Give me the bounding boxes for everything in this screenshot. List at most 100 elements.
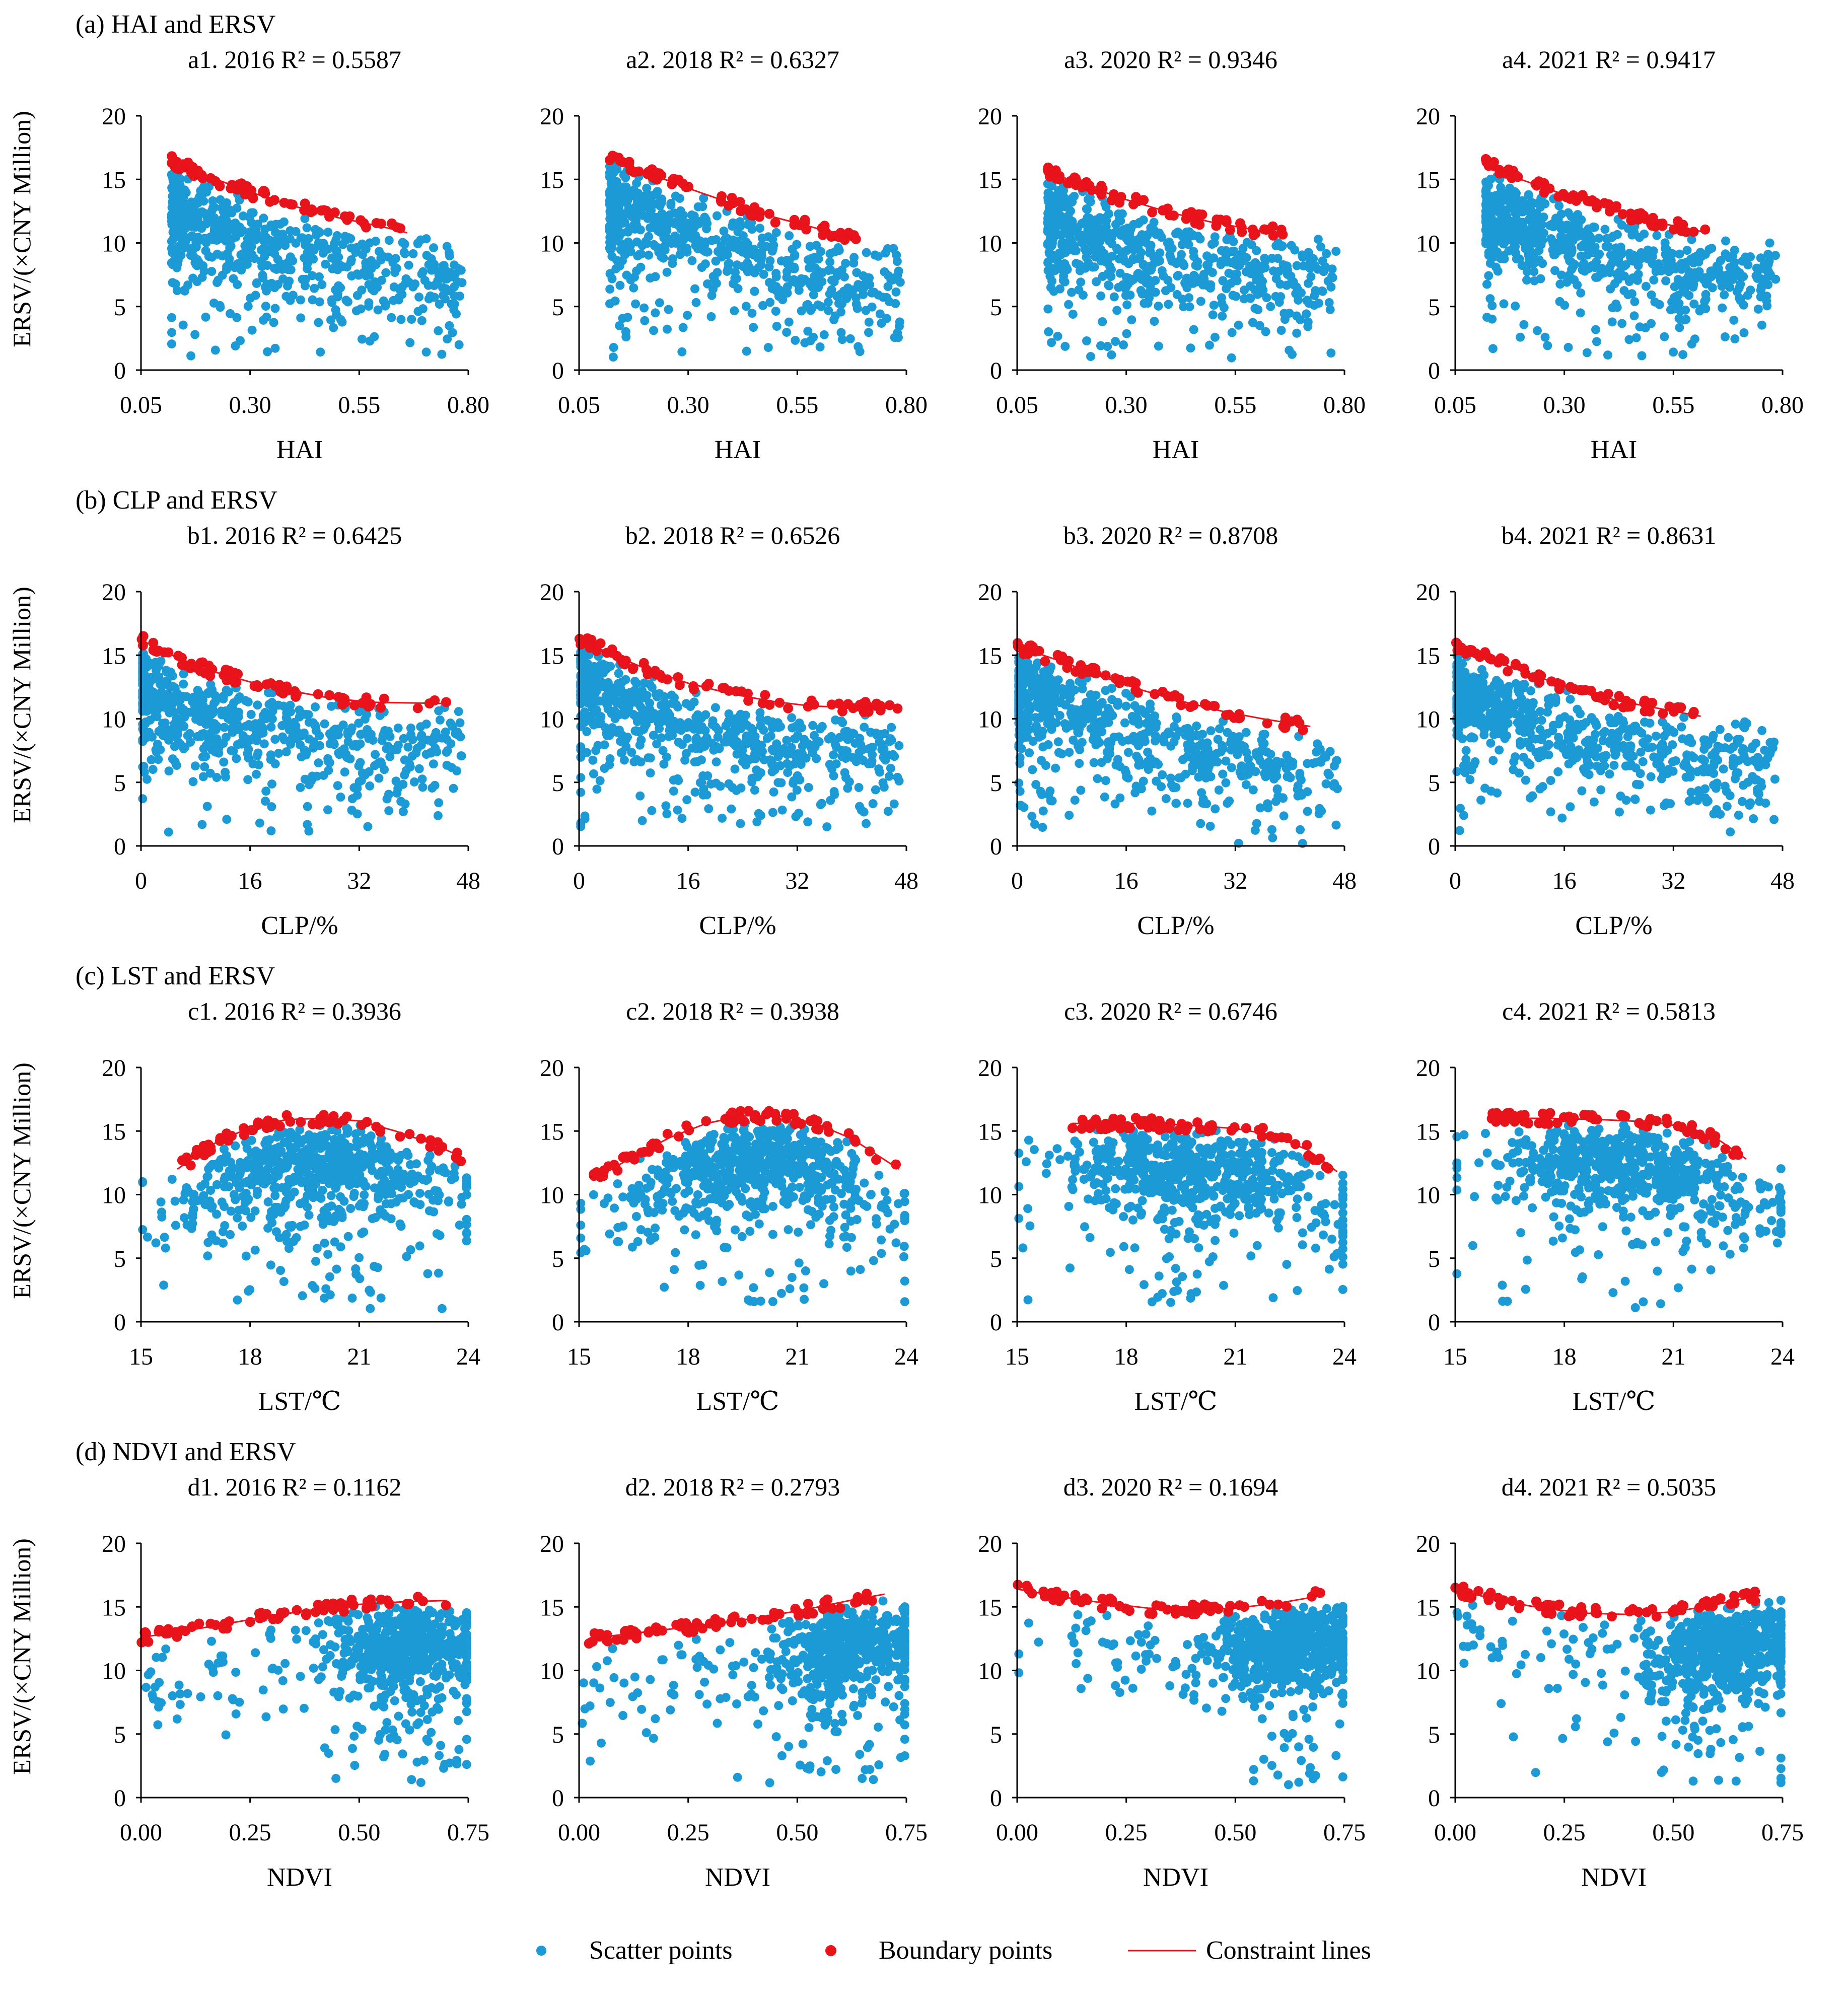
- scatter-point: [1550, 250, 1559, 259]
- scatter-point: [1037, 683, 1046, 692]
- scatter-point: [1093, 774, 1102, 783]
- scatter-point: [606, 269, 615, 278]
- scatter-point: [143, 775, 152, 784]
- scatter-point: [1158, 770, 1167, 779]
- x-tick-label: 0.80: [885, 392, 928, 418]
- scatter-point: [337, 746, 346, 755]
- scatter-point: [739, 753, 748, 762]
- y-tick-label: 10: [540, 706, 564, 733]
- scatter-point: [331, 725, 340, 734]
- scatter-point: [1330, 779, 1339, 788]
- scatter-point: [1124, 748, 1133, 757]
- scatter-point: [646, 273, 655, 282]
- scatter-point: [621, 332, 630, 341]
- scatter-point: [1326, 348, 1335, 358]
- scatter-point: [1294, 781, 1303, 791]
- scatter-point: [180, 743, 189, 752]
- scatter-point: [722, 246, 731, 255]
- boundary-point: [291, 692, 301, 702]
- scatter-point: [1720, 291, 1729, 300]
- scatter-point: [1054, 675, 1063, 684]
- scatter-point: [239, 211, 248, 221]
- scatter-point: [1721, 237, 1730, 246]
- scatter-point: [789, 778, 798, 788]
- scatter-point: [405, 338, 414, 347]
- scatter-point: [304, 234, 313, 243]
- scatter-point: [669, 775, 678, 784]
- scatter-point: [835, 246, 844, 255]
- scatter-point: [711, 723, 720, 732]
- scatter-point: [365, 781, 374, 791]
- scatter-point: [843, 735, 852, 744]
- scatter-point: [706, 779, 716, 789]
- y-tick-label: 5: [114, 770, 126, 797]
- scatter-point: [861, 273, 870, 282]
- scatter-point: [702, 248, 712, 257]
- scatter-point: [1028, 765, 1037, 774]
- scatter-point: [296, 296, 305, 305]
- scatter-point: [887, 723, 896, 732]
- scatter-point: [1746, 285, 1755, 295]
- scatter-point: [1667, 298, 1676, 307]
- scatter-point: [450, 260, 459, 269]
- scatter-point: [1160, 731, 1169, 740]
- scatter-point: [703, 279, 712, 289]
- scatter-point: [171, 757, 180, 766]
- scatter-point: [418, 774, 427, 783]
- scatter-point: [138, 762, 147, 771]
- scatter-point: [647, 806, 656, 815]
- scatter-point: [1234, 321, 1243, 330]
- scatter-point: [250, 732, 259, 741]
- scatter-point: [682, 699, 691, 708]
- scatter-point: [1623, 290, 1632, 299]
- scatter-point: [1660, 332, 1669, 341]
- scatter-point: [251, 291, 260, 300]
- scatter-point: [816, 725, 825, 734]
- scatter-point: [1500, 254, 1509, 263]
- scatter-point: [326, 315, 335, 324]
- scatter-point: [1528, 221, 1537, 230]
- scatter-point: [870, 288, 879, 297]
- scatter-point: [1228, 270, 1237, 279]
- panel-title: a1. 2016 R² = 0.5587: [188, 45, 401, 74]
- scatter-point: [1315, 804, 1324, 813]
- scatter-point: [646, 223, 655, 232]
- scatter-point: [768, 724, 777, 733]
- scatter-point: [826, 796, 835, 805]
- scatter-point: [1030, 820, 1039, 829]
- scatter-point: [320, 720, 329, 729]
- scatter-point: [619, 191, 628, 200]
- x-axis-label: CLP/%: [699, 911, 776, 940]
- scatter-point: [1246, 281, 1255, 291]
- scatter-point: [748, 225, 757, 234]
- scatter-point: [1165, 238, 1174, 247]
- scatter-point: [1713, 261, 1722, 270]
- scatter-point: [648, 683, 657, 692]
- scatter-point: [1294, 792, 1303, 801]
- scatter-point: [702, 219, 712, 228]
- scatter-point: [1661, 276, 1670, 285]
- scatter-point: [429, 243, 438, 252]
- scatter-point: [271, 759, 280, 768]
- scatter-point: [644, 251, 653, 260]
- scatter-point: [896, 278, 905, 287]
- boundary-point: [783, 703, 793, 713]
- scatter-point: [185, 222, 194, 231]
- scatter-point: [642, 237, 651, 246]
- scatter-points: [576, 647, 903, 832]
- scatter-point: [254, 231, 263, 240]
- scatter-point: [609, 352, 618, 362]
- scatter-point: [1765, 239, 1774, 248]
- scatter-point: [422, 347, 431, 356]
- scatter-point: [666, 199, 675, 208]
- scatter-point: [206, 233, 215, 242]
- scatter-point: [806, 242, 815, 251]
- scatter-point: [1633, 276, 1642, 285]
- scatter-point: [394, 724, 403, 733]
- scatter-point: [687, 218, 696, 227]
- scatter-point: [783, 282, 792, 291]
- scatter-point: [1676, 307, 1685, 316]
- scatter-point: [1172, 712, 1181, 722]
- scatter-point: [311, 702, 320, 711]
